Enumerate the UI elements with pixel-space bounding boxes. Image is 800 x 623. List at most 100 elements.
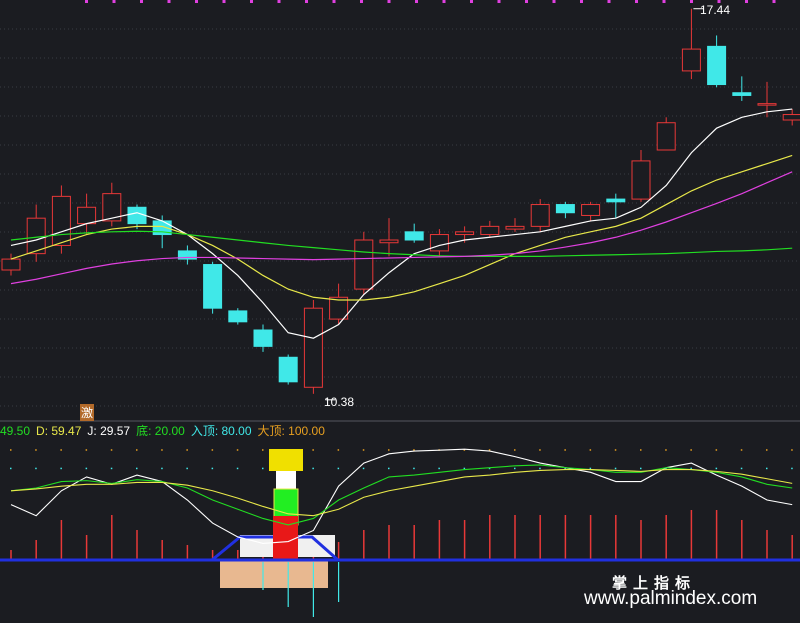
indicator-legend: 49.50 D: 59.47 J: 29.57 底: 20.00 入顶: 80.00 大顶…	[0, 422, 331, 439]
ref-dot	[740, 467, 743, 470]
ref-dot	[110, 449, 113, 451]
ref-dot	[614, 449, 617, 451]
candle-down	[228, 310, 248, 323]
candle-up	[631, 160, 651, 200]
candle-down	[278, 356, 298, 383]
ma-line	[10, 108, 793, 339]
ref-dot	[161, 467, 163, 470]
ref-dot	[35, 449, 37, 451]
top-tick	[525, 0, 528, 3]
ref-dot	[60, 449, 62, 451]
ref-dot	[388, 467, 390, 470]
ref-dot	[715, 449, 718, 451]
ref-dot	[211, 449, 214, 451]
ref-dot	[514, 467, 516, 470]
ref-dot	[85, 449, 88, 451]
ref-dot	[715, 467, 718, 470]
top-tick	[112, 0, 116, 3]
ref-dot	[488, 467, 491, 470]
top-tick	[442, 0, 446, 3]
top-tick	[195, 0, 198, 3]
top-tick	[497, 0, 501, 3]
ma-line	[10, 230, 793, 257]
top-tick	[415, 0, 418, 3]
top-tick	[277, 0, 281, 3]
ref-dot	[362, 449, 365, 451]
indicator-line	[10, 448, 793, 544]
ref-dot	[690, 449, 692, 451]
candle-up	[581, 204, 601, 216]
moving-averages-layer	[10, 108, 793, 339]
ref-dot	[211, 467, 214, 470]
candle-up	[379, 239, 399, 244]
ref-dot	[665, 449, 667, 451]
watermark-url: www.palmindex.com	[584, 588, 758, 609]
indicator-layer	[0, 448, 800, 617]
top-tick	[222, 0, 226, 3]
indicator-line	[10, 464, 793, 526]
ref-dot	[136, 467, 138, 470]
ref-dot	[539, 449, 541, 451]
ref-dot	[236, 449, 239, 451]
candle-up	[1, 258, 21, 271]
candle-up	[757, 103, 777, 106]
candle-up	[354, 239, 374, 290]
ref-dot	[791, 467, 793, 470]
top-tick	[167, 0, 171, 3]
legend-item: 大顶: 100.00	[257, 424, 325, 438]
ref-dot	[589, 467, 592, 470]
top-tick	[745, 0, 748, 3]
top-tick	[85, 0, 88, 3]
candle-up	[530, 204, 550, 227]
top-tick	[662, 0, 666, 3]
legend-item: 底: 20.00	[136, 424, 185, 438]
top-tick	[332, 0, 336, 3]
ref-dot	[640, 449, 642, 451]
ref-dot	[236, 467, 239, 470]
tower-white	[276, 471, 296, 489]
ref-dot	[136, 449, 138, 451]
ref-dot	[262, 467, 264, 470]
top-tick	[360, 0, 363, 3]
top-tick	[250, 0, 253, 3]
legend-item: 49.50	[0, 424, 31, 438]
top-tick	[140, 0, 143, 3]
candle-down	[404, 231, 424, 241]
ref-dot	[413, 467, 415, 470]
candle-up	[51, 195, 71, 246]
ma-line	[10, 171, 793, 285]
candle-up	[329, 296, 349, 320]
ref-dot	[10, 449, 12, 451]
top-tick	[607, 0, 611, 3]
ref-dot	[362, 467, 365, 470]
ref-dot	[337, 467, 340, 470]
candle-up	[782, 114, 800, 121]
indicator-line	[10, 468, 793, 517]
ref-dot	[438, 467, 440, 470]
candle-down	[732, 92, 752, 96]
ref-dot	[413, 449, 415, 451]
watermark-cn: 掌上指标	[612, 574, 697, 592]
top-tick	[470, 0, 473, 3]
ref-dot	[35, 467, 37, 470]
candle-up	[480, 225, 500, 236]
candle-down	[555, 204, 575, 214]
ref-dot	[740, 449, 743, 451]
ref-dot	[388, 449, 390, 451]
ref-dot	[614, 467, 617, 470]
ref-dot	[791, 449, 793, 451]
ref-dot	[312, 449, 314, 451]
ref-dot	[337, 449, 340, 451]
ref-dot	[514, 449, 516, 451]
price-grid	[0, 0, 800, 422]
top-tick	[580, 0, 583, 3]
low-annotation: 10.38	[324, 395, 355, 409]
candle-up	[303, 307, 323, 388]
ref-dot	[85, 467, 88, 470]
ma-line	[10, 154, 793, 301]
ref-dot	[110, 467, 113, 470]
ref-dot	[564, 449, 566, 451]
signal-badge: 激	[80, 404, 95, 421]
top-tick	[690, 0, 693, 3]
